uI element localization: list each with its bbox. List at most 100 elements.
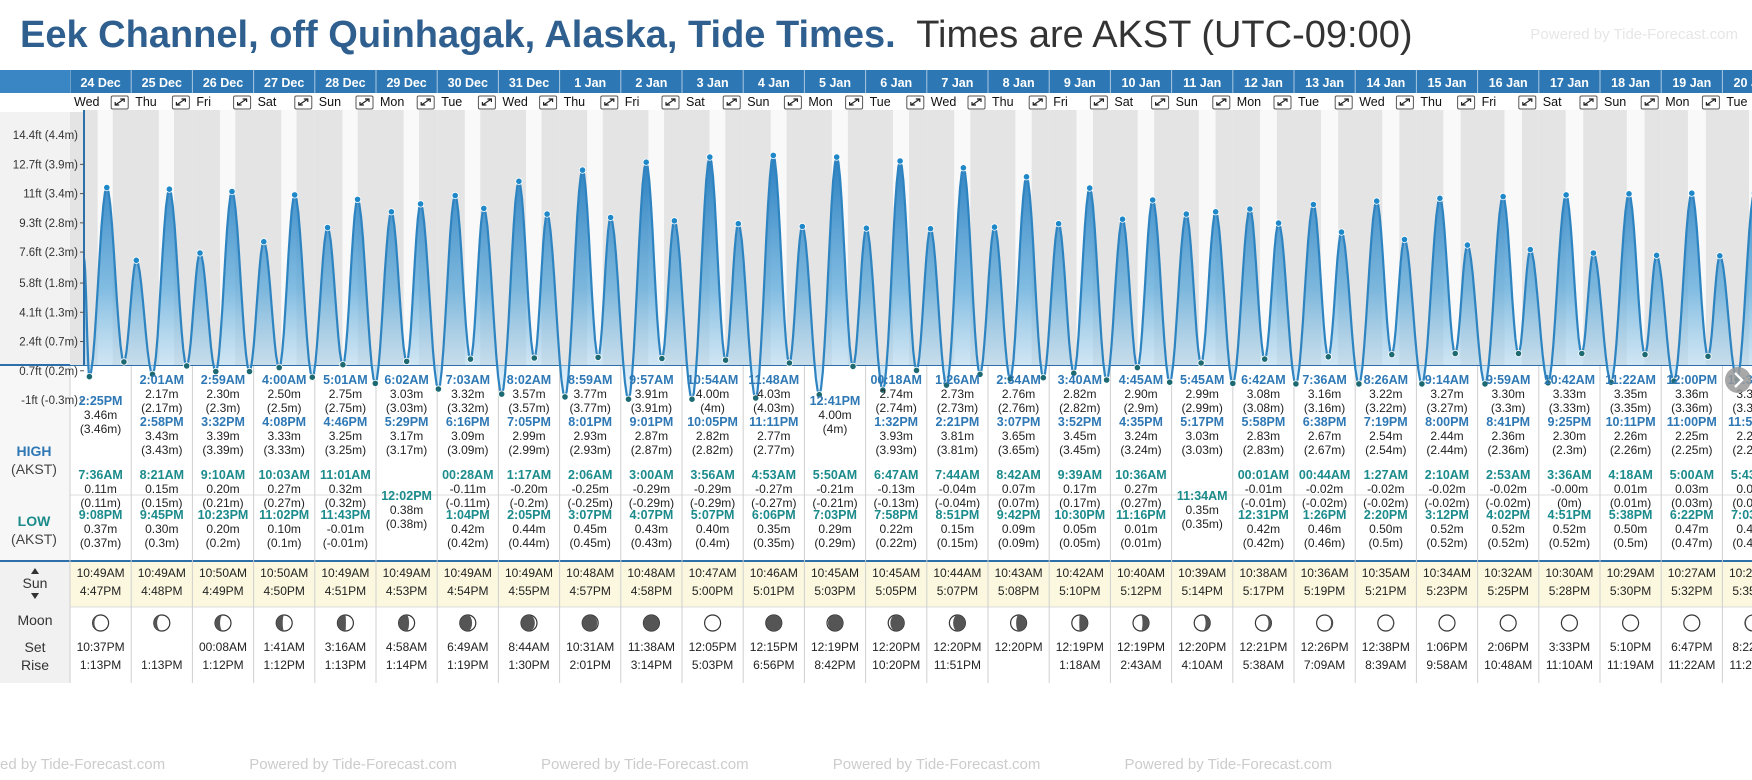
high-tide-point bbox=[1212, 208, 1220, 216]
high-tide-point bbox=[990, 223, 999, 231]
moonset-time: 8:22PM bbox=[1732, 640, 1752, 654]
tide-height-paren: (0.15m) bbox=[937, 536, 978, 550]
tide-height: 0.29m bbox=[818, 522, 851, 536]
weekday-label: Mon bbox=[380, 95, 404, 109]
expand-day-button[interactable] bbox=[1395, 95, 1414, 110]
expand-day-button[interactable] bbox=[1212, 95, 1231, 110]
moonset-time: 12:19PM bbox=[1117, 640, 1165, 654]
tide-time: 10:36AM bbox=[1115, 468, 1166, 482]
sunset-time: 5:19PM bbox=[1304, 584, 1345, 598]
moonset-time: 11:38AM bbox=[628, 640, 675, 654]
moonset-time: 1:41AM bbox=[264, 640, 305, 654]
moon-phase-icon bbox=[826, 614, 844, 632]
sunset-time: 5:08PM bbox=[998, 584, 1039, 598]
expand-day-button[interactable] bbox=[1518, 95, 1537, 110]
tide-height: 2.44m bbox=[1430, 429, 1463, 443]
moonrise-time: 1:13PM bbox=[80, 658, 121, 672]
expand-day-button[interactable] bbox=[661, 95, 680, 110]
expand-day-button[interactable] bbox=[477, 95, 496, 110]
expand-day-button[interactable] bbox=[1457, 95, 1476, 110]
tide-time: 11:22AM bbox=[1605, 373, 1656, 387]
moonset-time: 00:08AM bbox=[199, 640, 247, 654]
expand-day-button[interactable] bbox=[294, 95, 313, 110]
tide-height: 0.37m bbox=[84, 522, 117, 536]
sunrise-time: 10:32AM bbox=[1484, 566, 1532, 580]
expand-day-button[interactable] bbox=[722, 95, 741, 110]
expand-day-button[interactable] bbox=[783, 95, 802, 110]
tide-time: 11:48AM bbox=[748, 373, 799, 387]
expand-day-button[interactable] bbox=[1334, 95, 1353, 110]
expand-day-button[interactable] bbox=[1028, 95, 1047, 110]
tide-height: -0.02m bbox=[1306, 482, 1343, 496]
sunset-time: 5:07PM bbox=[937, 584, 978, 598]
tide-height: 3.25m bbox=[329, 429, 362, 443]
moonrise-time: 9:58AM bbox=[1426, 658, 1467, 672]
scroll-right-button[interactable] bbox=[1725, 367, 1751, 393]
expand-day-button[interactable] bbox=[233, 95, 252, 110]
sunset-time: 5:01PM bbox=[753, 584, 794, 598]
tide-height-paren: (3.36m) bbox=[1732, 401, 1752, 415]
expand-day-button[interactable] bbox=[171, 95, 190, 110]
tide-height: 0.05m bbox=[1063, 522, 1096, 536]
expand-day-button[interactable] bbox=[539, 95, 558, 110]
low-tide-point bbox=[1197, 359, 1205, 367]
moon-phase-icon bbox=[91, 614, 110, 632]
moon-phase-icon bbox=[459, 614, 477, 632]
expand-day-button[interactable] bbox=[967, 95, 986, 110]
tide-height: 0.42m bbox=[451, 522, 484, 536]
tide-height-paren: (2.99m) bbox=[1182, 401, 1223, 415]
tide-height: 3.77m bbox=[574, 387, 607, 401]
tide-height-paren: (3.27m) bbox=[1426, 401, 1467, 415]
expand-day-button[interactable] bbox=[1701, 95, 1720, 110]
tide-height: 3.16m bbox=[1308, 387, 1341, 401]
expand-day-button[interactable] bbox=[1151, 95, 1170, 110]
tide-height: 3.03m bbox=[1186, 429, 1219, 443]
tide-height-paren: (3.57m) bbox=[508, 401, 549, 415]
expand-day-button[interactable] bbox=[1640, 95, 1659, 110]
tide-height-paren: (0.42m) bbox=[1732, 536, 1752, 550]
tide-height-paren: (3.33m) bbox=[264, 443, 305, 457]
low-tide-point bbox=[1641, 350, 1649, 359]
moonrise-time: 1:13PM bbox=[141, 658, 182, 672]
high-tide-point bbox=[1463, 241, 1472, 249]
tide-time: 2:20PM bbox=[1364, 508, 1408, 522]
low-tide-point bbox=[1670, 377, 1678, 385]
tide-time: 6:38PM bbox=[1303, 415, 1347, 429]
tide-time: 4:18AM bbox=[1608, 468, 1652, 482]
date-label: 8 Jan bbox=[1003, 76, 1035, 90]
expand-day-button[interactable] bbox=[110, 95, 129, 110]
tide-time: 2:10AM bbox=[1425, 468, 1469, 482]
tide-height-paren: (0.27m) bbox=[264, 496, 305, 510]
expand-day-button[interactable] bbox=[845, 95, 864, 110]
expand-day-button[interactable] bbox=[1273, 95, 1292, 110]
high-tide-point bbox=[769, 151, 777, 160]
y-tick-label: 7.6ft (2.3m) bbox=[19, 247, 78, 259]
weekday-label: Mon bbox=[1665, 95, 1689, 109]
moonrise-time: 11:51PM bbox=[934, 658, 981, 672]
sunset-time: 5:03PM bbox=[814, 584, 855, 598]
high-tide-point bbox=[323, 224, 332, 232]
moonset-time: 12:20PM bbox=[995, 640, 1043, 654]
weekday-label: Sat bbox=[1114, 95, 1133, 109]
high-tide-point bbox=[1562, 191, 1570, 199]
expand-icon bbox=[1338, 98, 1349, 106]
sunset-time: 4:48PM bbox=[141, 584, 182, 598]
tide-height: 4.00m bbox=[696, 387, 729, 401]
low-tide-point bbox=[721, 356, 730, 364]
expand-day-button[interactable] bbox=[416, 95, 435, 110]
expand-day-button[interactable] bbox=[355, 95, 374, 110]
expand-day-button[interactable] bbox=[1579, 95, 1598, 110]
low-tide-point bbox=[308, 373, 316, 381]
low-tide-point bbox=[785, 359, 794, 367]
expand-day-button[interactable] bbox=[600, 95, 619, 110]
weekday-label: Sat bbox=[258, 95, 277, 109]
high-tide-point bbox=[515, 177, 523, 185]
tide-height-paren: (0m) bbox=[1557, 496, 1582, 510]
expand-day-button[interactable] bbox=[1089, 95, 1108, 110]
high-tide-point bbox=[1118, 215, 1127, 223]
date-label: 20 Jan bbox=[1734, 76, 1752, 90]
tide-height-paren: (3.77m) bbox=[570, 401, 611, 415]
tide-time: 3:52PM bbox=[1058, 415, 1102, 429]
expand-day-button[interactable] bbox=[906, 95, 925, 110]
